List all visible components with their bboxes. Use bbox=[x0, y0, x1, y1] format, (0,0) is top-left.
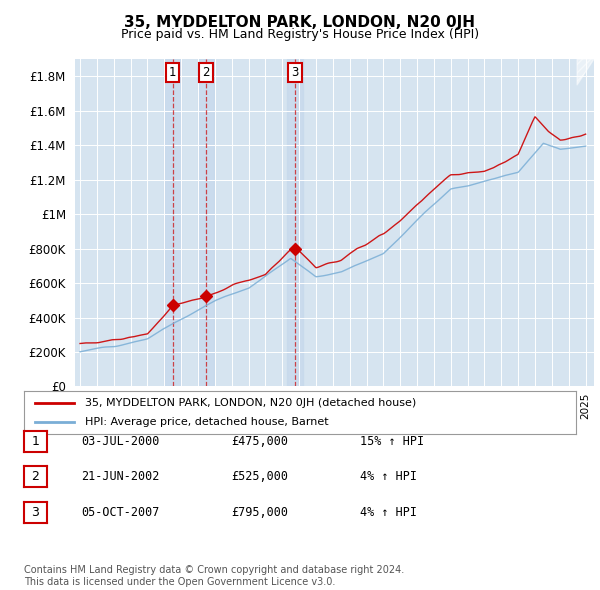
Text: 1: 1 bbox=[31, 435, 40, 448]
Text: 1: 1 bbox=[169, 66, 176, 79]
Text: 05-OCT-2007: 05-OCT-2007 bbox=[81, 506, 160, 519]
Text: 4% ↑ HPI: 4% ↑ HPI bbox=[360, 506, 417, 519]
Text: 03-JUL-2000: 03-JUL-2000 bbox=[81, 435, 160, 448]
Text: 3: 3 bbox=[292, 66, 299, 79]
Text: HPI: Average price, detached house, Barnet: HPI: Average price, detached house, Barn… bbox=[85, 418, 328, 427]
Text: £475,000: £475,000 bbox=[231, 435, 288, 448]
Text: 35, MYDDELTON PARK, LONDON, N20 0JH: 35, MYDDELTON PARK, LONDON, N20 0JH bbox=[125, 15, 476, 30]
Text: Contains HM Land Registry data © Crown copyright and database right 2024.
This d: Contains HM Land Registry data © Crown c… bbox=[24, 565, 404, 587]
Text: £525,000: £525,000 bbox=[231, 470, 288, 483]
Text: 35, MYDDELTON PARK, LONDON, N20 0JH (detached house): 35, MYDDELTON PARK, LONDON, N20 0JH (det… bbox=[85, 398, 416, 408]
Text: Price paid vs. HM Land Registry's House Price Index (HPI): Price paid vs. HM Land Registry's House … bbox=[121, 28, 479, 41]
Text: 15% ↑ HPI: 15% ↑ HPI bbox=[360, 435, 424, 448]
Bar bbox=[164, 59, 181, 386]
Text: 3: 3 bbox=[31, 506, 40, 519]
Text: 2: 2 bbox=[202, 66, 209, 79]
Bar bbox=[197, 59, 214, 386]
Text: 21-JUN-2002: 21-JUN-2002 bbox=[81, 470, 160, 483]
Text: 2: 2 bbox=[31, 470, 40, 483]
Bar bbox=[287, 59, 304, 386]
Text: £795,000: £795,000 bbox=[231, 506, 288, 519]
Text: 4% ↑ HPI: 4% ↑ HPI bbox=[360, 470, 417, 483]
